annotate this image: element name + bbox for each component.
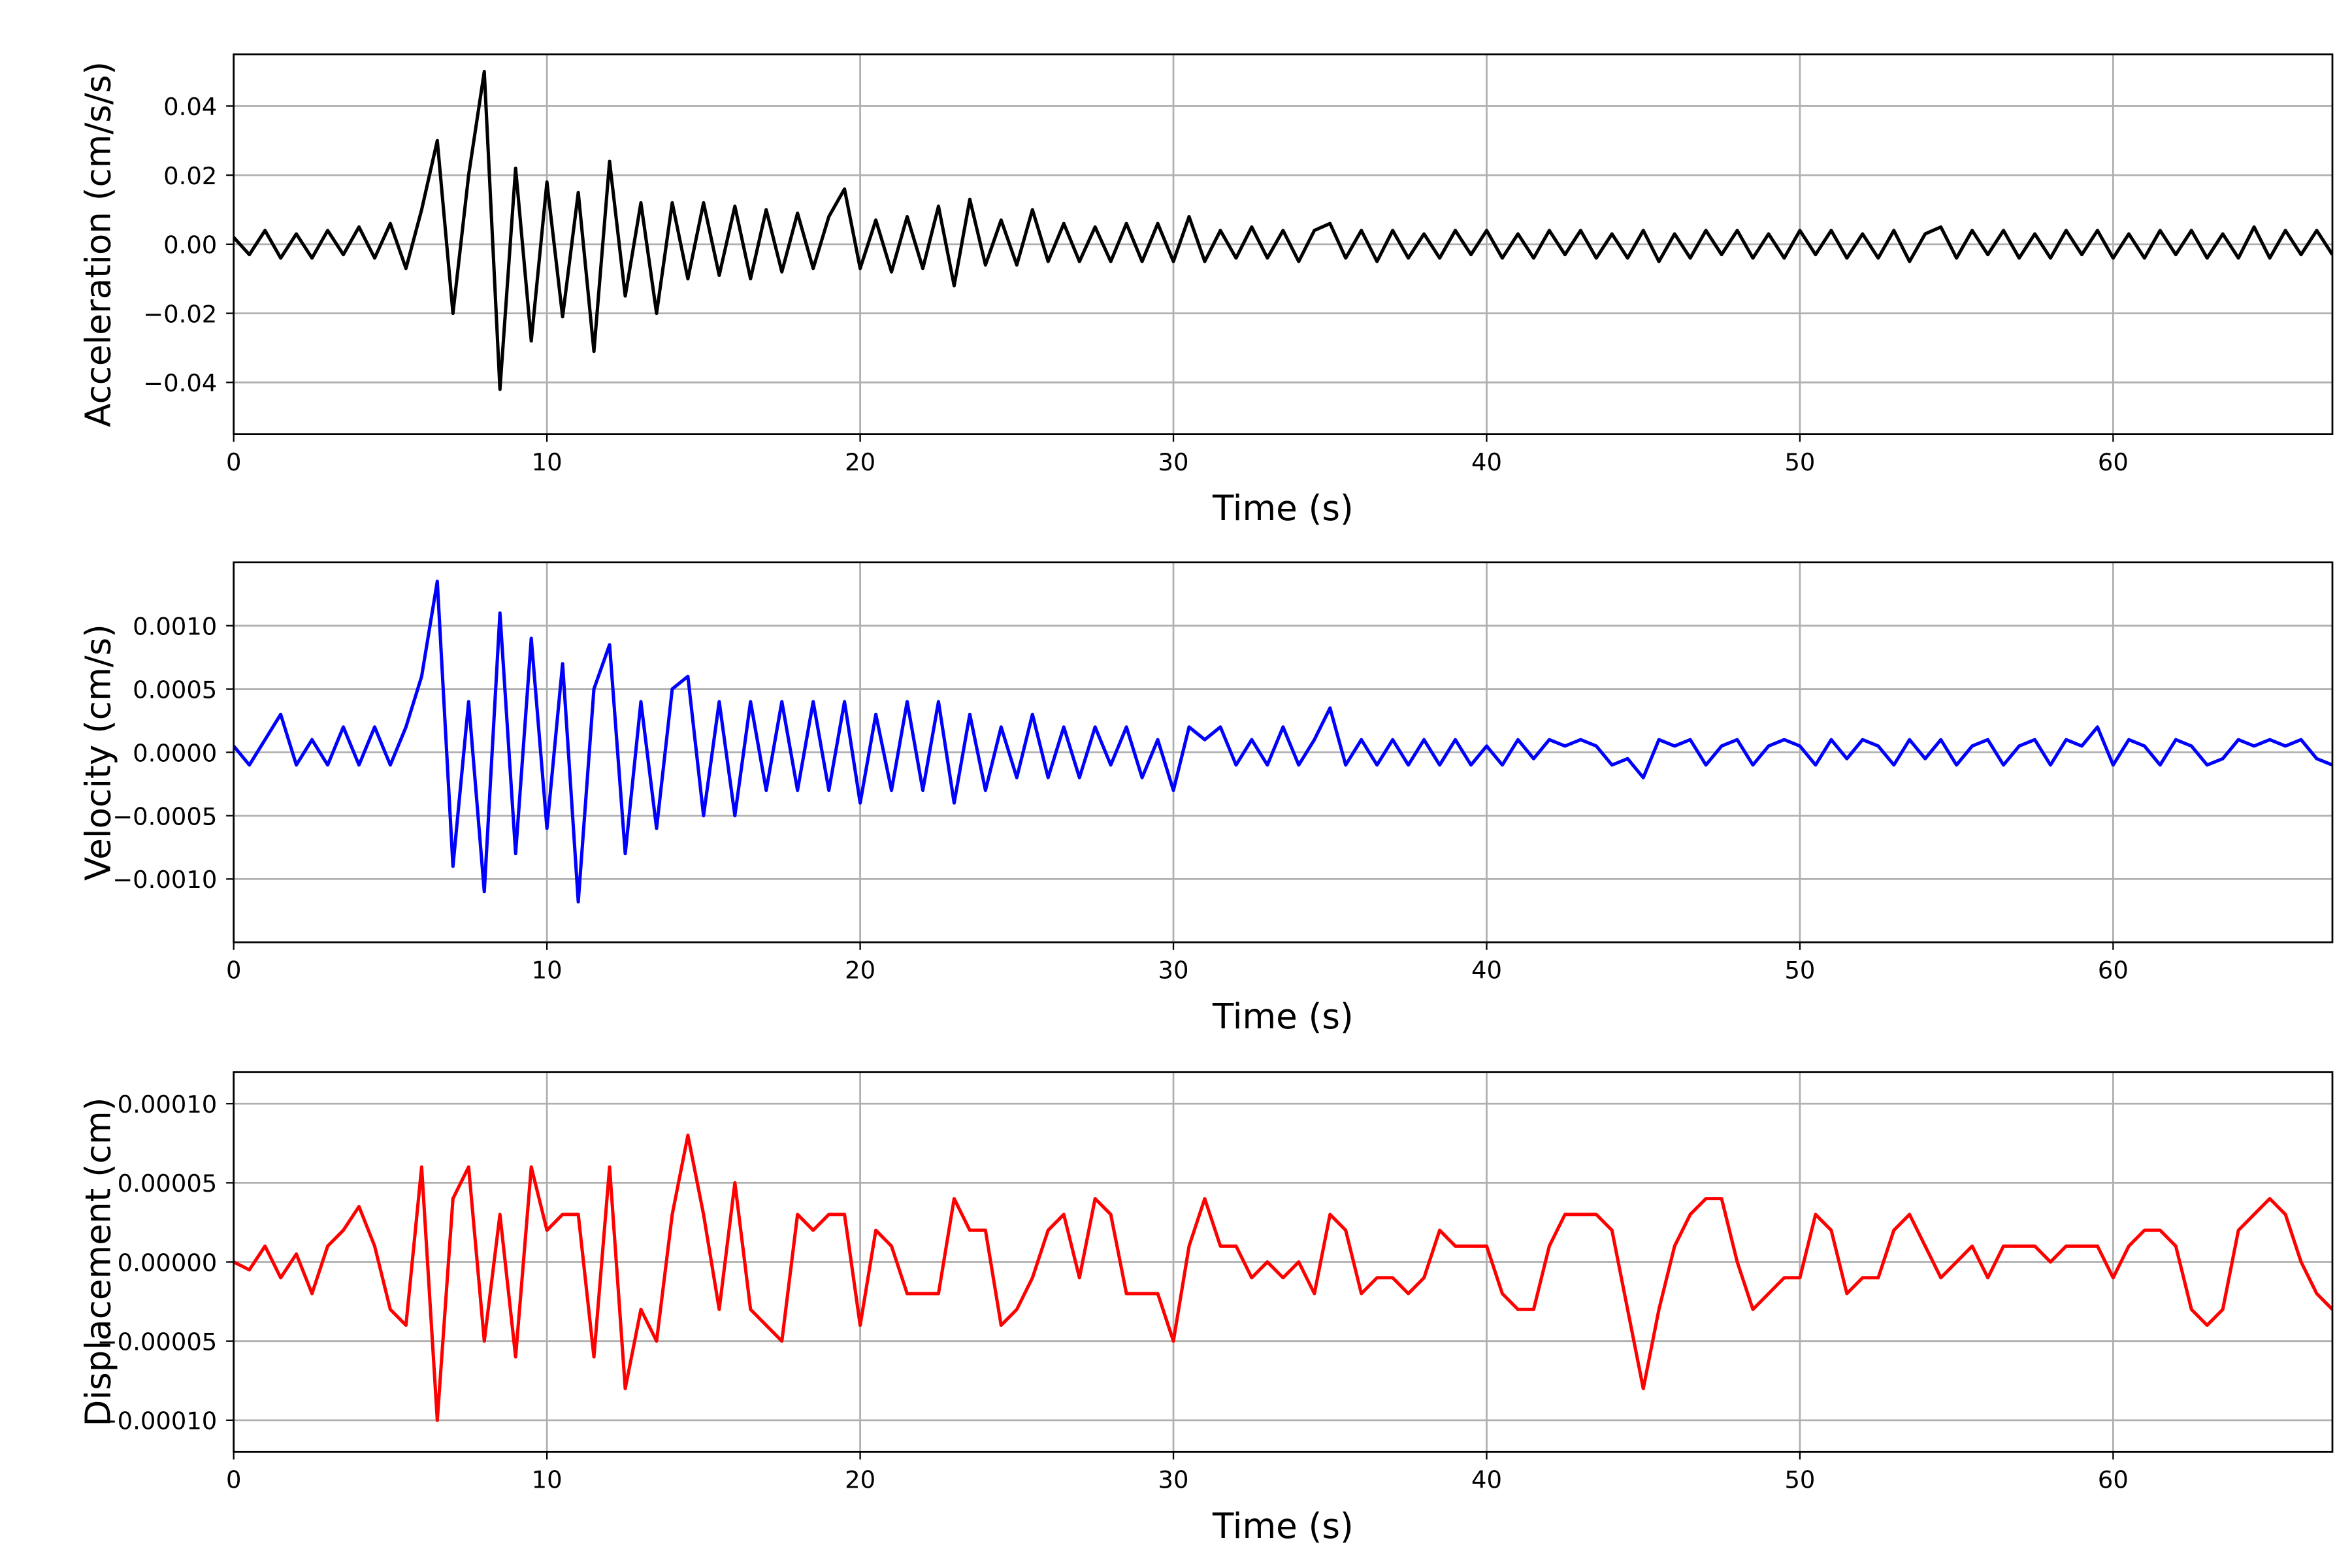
x-tick-label: 0 — [226, 448, 241, 476]
y-tick-label: −0.0005 — [112, 802, 217, 830]
x-axis-label: Time (s) — [1212, 488, 1354, 529]
y-axis-label: Displacement (cm) — [78, 1098, 118, 1427]
x-axis-label: Time (s) — [1212, 996, 1354, 1037]
y-tick-label: −0.04 — [143, 369, 217, 397]
x-tick-label: 50 — [1784, 448, 1815, 476]
x-tick-label: 60 — [2098, 956, 2129, 985]
x-tick-label: 20 — [845, 1466, 875, 1494]
x-tick-label: 60 — [2098, 448, 2129, 476]
y-tick-label: 0.00010 — [118, 1090, 218, 1119]
y-tick-label: 0.00000 — [118, 1249, 218, 1277]
y-tick-label: 0.0000 — [133, 739, 217, 767]
x-tick-label: 10 — [532, 1466, 563, 1494]
y-tick-label: −0.00010 — [97, 1407, 218, 1435]
x-tick-label: 10 — [532, 448, 563, 476]
y-tick-label: 0.00 — [163, 231, 217, 259]
y-tick-label: 0.00005 — [118, 1169, 218, 1198]
plot-frame — [233, 561, 2334, 943]
data-line — [233, 1134, 2332, 1422]
x-tick-label: 0 — [226, 956, 241, 985]
x-tick-label: 30 — [1158, 1466, 1189, 1494]
y-tick-label: −0.0010 — [112, 866, 217, 894]
y-tick-label: 0.02 — [163, 162, 217, 190]
y-tick-label: 0.0010 — [133, 613, 217, 641]
x-tick-label: 30 — [1158, 956, 1189, 985]
x-tick-label: 0 — [226, 1466, 241, 1494]
y-tick-label: −0.02 — [143, 300, 217, 328]
plot-frame — [233, 53, 2334, 435]
y-tick-label: −0.00005 — [97, 1328, 218, 1356]
panel: 0 10 20 30 40 50 60 −0.00010 −0.00005 0.00000 0.00… — [78, 1071, 2334, 1546]
x-tick-label: 50 — [1784, 1466, 1815, 1494]
data-line — [233, 580, 2332, 904]
x-tick-label: 40 — [1471, 956, 1502, 985]
y-axis-label: Acceleration (cm/s/s) — [78, 61, 118, 427]
panel: 0 10 20 30 40 50 60 −0.0010 −0.0005 0.0000 0.0005 0… — [78, 561, 2334, 1037]
x-axis-label: Time (s) — [1212, 1506, 1354, 1546]
data-line — [233, 69, 2332, 391]
plot-frame — [233, 1071, 2334, 1453]
x-tick-label: 30 — [1158, 448, 1189, 476]
x-tick-label: 50 — [1784, 956, 1815, 985]
x-tick-label: 40 — [1471, 448, 1502, 476]
x-tick-label: 20 — [845, 956, 875, 985]
x-tick-label: 40 — [1471, 1466, 1502, 1494]
x-tick-label: 20 — [845, 448, 875, 476]
panel: 0 10 20 30 40 50 60 −0.04 −0.02 0.00 0.02 0.04 Time … — [78, 53, 2334, 529]
x-tick-label: 60 — [2098, 1466, 2129, 1494]
y-tick-label: 0.04 — [163, 93, 217, 121]
x-tick-label: 10 — [532, 956, 563, 985]
y-tick-label: 0.0005 — [133, 676, 217, 704]
y-axis-label: Velocity (cm/s) — [78, 624, 118, 881]
